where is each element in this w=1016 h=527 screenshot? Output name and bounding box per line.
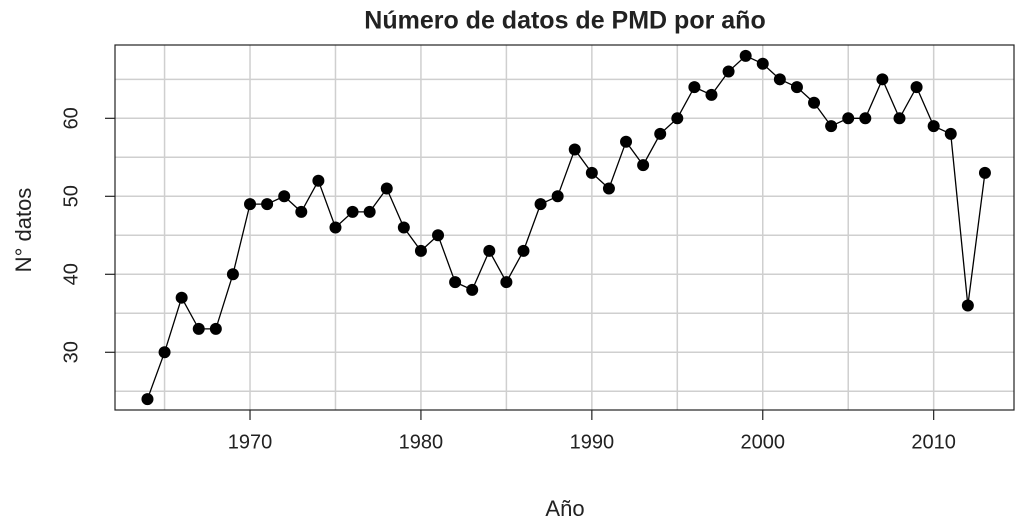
point xyxy=(346,205,359,218)
point xyxy=(602,182,615,195)
point xyxy=(432,229,445,242)
point xyxy=(244,198,257,211)
chart-title: Número de datos de PMD por año xyxy=(364,7,765,35)
point xyxy=(517,244,530,257)
point xyxy=(568,143,581,156)
y-tick-label: 60 xyxy=(60,107,82,129)
point xyxy=(739,49,752,62)
point xyxy=(363,205,376,218)
point xyxy=(534,198,547,211)
y-tick-label: 50 xyxy=(60,185,82,207)
point xyxy=(671,112,684,125)
point xyxy=(808,96,821,109)
point xyxy=(978,166,991,179)
point xyxy=(825,120,838,133)
y-axis-label: N° datos xyxy=(11,188,36,273)
point xyxy=(910,81,923,94)
point xyxy=(944,127,957,140)
point xyxy=(175,291,188,304)
point xyxy=(876,73,889,86)
point xyxy=(466,283,479,296)
line xyxy=(146,55,986,400)
point xyxy=(312,174,325,187)
point xyxy=(585,166,598,179)
point xyxy=(705,88,718,101)
point xyxy=(295,205,308,218)
y-tick-label: 40 xyxy=(60,263,82,285)
point xyxy=(637,159,650,172)
point xyxy=(551,190,564,203)
x-tick-label: 1980 xyxy=(399,431,444,453)
point xyxy=(688,81,701,94)
point xyxy=(483,244,496,257)
point xyxy=(790,81,803,94)
plot-frame xyxy=(114,44,1015,411)
x-tick-label: 2000 xyxy=(741,431,786,453)
point xyxy=(380,182,393,195)
point xyxy=(209,322,222,335)
point xyxy=(158,346,171,359)
point xyxy=(722,65,735,78)
point xyxy=(414,244,427,257)
point xyxy=(261,198,274,211)
point xyxy=(620,135,633,148)
point xyxy=(654,127,667,140)
x-tick-label: 1970 xyxy=(228,431,273,453)
point xyxy=(893,112,906,125)
point xyxy=(927,120,940,133)
y-tick-label: 30 xyxy=(60,341,82,363)
point xyxy=(773,73,786,86)
x-axis-label: Año xyxy=(545,496,584,521)
point xyxy=(192,322,205,335)
point xyxy=(397,221,410,234)
point xyxy=(278,190,291,203)
point xyxy=(449,276,462,289)
point xyxy=(756,57,769,70)
point xyxy=(842,112,855,125)
point xyxy=(226,268,239,281)
point xyxy=(141,393,154,406)
x-tick-label: 2010 xyxy=(911,431,956,453)
point xyxy=(500,276,513,289)
point xyxy=(859,112,872,125)
x-tick-label: 1990 xyxy=(570,431,615,453)
point xyxy=(961,299,974,312)
point xyxy=(329,221,342,234)
